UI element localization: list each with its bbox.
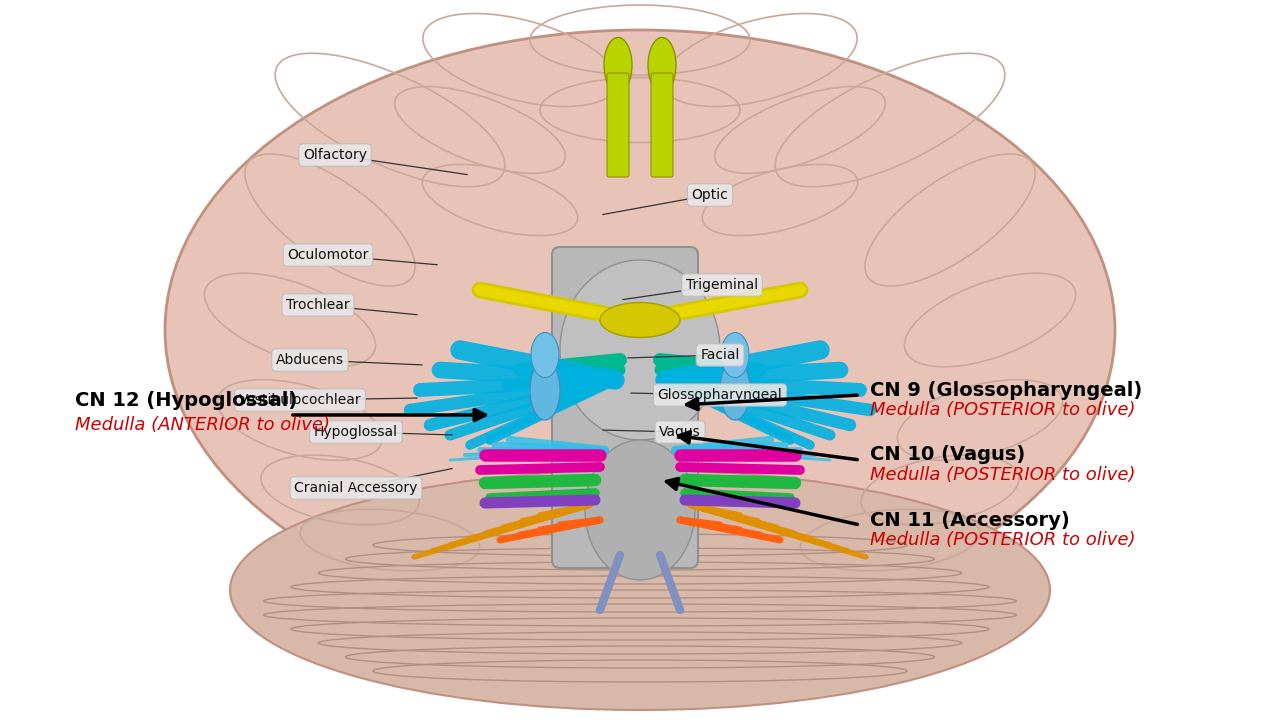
Text: Trigeminal: Trigeminal xyxy=(686,278,758,292)
Text: CN 11 (Accessory): CN 11 (Accessory) xyxy=(870,510,1070,529)
Text: Vestibulocochlear: Vestibulocochlear xyxy=(238,393,361,407)
Text: Cranial Accessory: Cranial Accessory xyxy=(294,481,417,495)
FancyBboxPatch shape xyxy=(552,247,698,568)
Ellipse shape xyxy=(230,470,1050,710)
Text: Medulla (POSTERIOR to olive): Medulla (POSTERIOR to olive) xyxy=(870,531,1135,549)
Text: Abducens: Abducens xyxy=(276,353,344,367)
Ellipse shape xyxy=(561,260,719,440)
Text: CN 12 (Hypoglossal): CN 12 (Hypoglossal) xyxy=(76,390,297,410)
FancyBboxPatch shape xyxy=(652,73,673,177)
Text: Hypoglossal: Hypoglossal xyxy=(314,425,398,439)
Text: Glossopharyngeal: Glossopharyngeal xyxy=(658,388,782,402)
Text: Medulla (POSTERIOR to olive): Medulla (POSTERIOR to olive) xyxy=(870,466,1135,484)
Text: Facial: Facial xyxy=(700,348,740,362)
Text: Trochlear: Trochlear xyxy=(287,298,349,312)
Ellipse shape xyxy=(530,360,561,420)
Text: Medulla (ANTERIOR to olive): Medulla (ANTERIOR to olive) xyxy=(76,416,330,434)
Ellipse shape xyxy=(531,333,559,377)
Text: Olfactory: Olfactory xyxy=(303,148,367,162)
Ellipse shape xyxy=(648,37,676,92)
Ellipse shape xyxy=(585,440,695,580)
Text: Vagus: Vagus xyxy=(659,425,701,439)
Text: CN 10 (Vagus): CN 10 (Vagus) xyxy=(870,446,1025,464)
Ellipse shape xyxy=(600,302,680,338)
Text: Medulla (POSTERIOR to olive): Medulla (POSTERIOR to olive) xyxy=(870,401,1135,419)
Ellipse shape xyxy=(604,37,632,92)
Text: Oculomotor: Oculomotor xyxy=(287,248,369,262)
Ellipse shape xyxy=(719,360,750,420)
Text: CN 9 (Glossopharyngeal): CN 9 (Glossopharyngeal) xyxy=(870,380,1142,400)
Ellipse shape xyxy=(165,30,1115,630)
Text: Optic: Optic xyxy=(691,188,728,202)
Ellipse shape xyxy=(721,333,749,377)
FancyBboxPatch shape xyxy=(607,73,628,177)
